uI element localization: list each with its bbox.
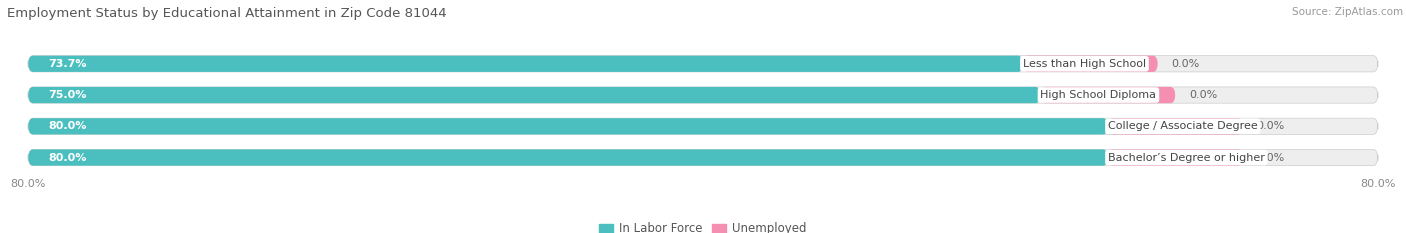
Text: 80.0%: 80.0% [48, 121, 87, 131]
Text: 73.7%: 73.7% [48, 59, 87, 69]
Text: Source: ZipAtlas.com: Source: ZipAtlas.com [1292, 7, 1403, 17]
FancyBboxPatch shape [1108, 149, 1243, 166]
FancyBboxPatch shape [28, 87, 1378, 103]
FancyBboxPatch shape [1040, 87, 1175, 103]
FancyBboxPatch shape [28, 118, 1108, 134]
Text: 80.0%: 80.0% [48, 153, 87, 163]
Text: 0.0%: 0.0% [1171, 59, 1199, 69]
Text: College / Associate Degree: College / Associate Degree [1108, 121, 1258, 131]
Text: 0.0%: 0.0% [1189, 90, 1218, 100]
FancyBboxPatch shape [28, 118, 1378, 134]
Text: High School Diploma: High School Diploma [1040, 90, 1157, 100]
Text: Bachelor’s Degree or higher: Bachelor’s Degree or higher [1108, 153, 1265, 163]
Text: 0.0%: 0.0% [1257, 153, 1285, 163]
Legend: In Labor Force, Unemployed: In Labor Force, Unemployed [599, 223, 807, 233]
FancyBboxPatch shape [28, 56, 1378, 72]
FancyBboxPatch shape [28, 149, 1378, 166]
FancyBboxPatch shape [1024, 56, 1159, 72]
Text: 0.0%: 0.0% [1257, 121, 1285, 131]
FancyBboxPatch shape [28, 87, 1040, 103]
FancyBboxPatch shape [28, 56, 1024, 72]
Text: 75.0%: 75.0% [48, 90, 87, 100]
FancyBboxPatch shape [28, 149, 1108, 166]
Text: Less than High School: Less than High School [1024, 59, 1146, 69]
FancyBboxPatch shape [1108, 118, 1243, 134]
Text: Employment Status by Educational Attainment in Zip Code 81044: Employment Status by Educational Attainm… [7, 7, 447, 20]
